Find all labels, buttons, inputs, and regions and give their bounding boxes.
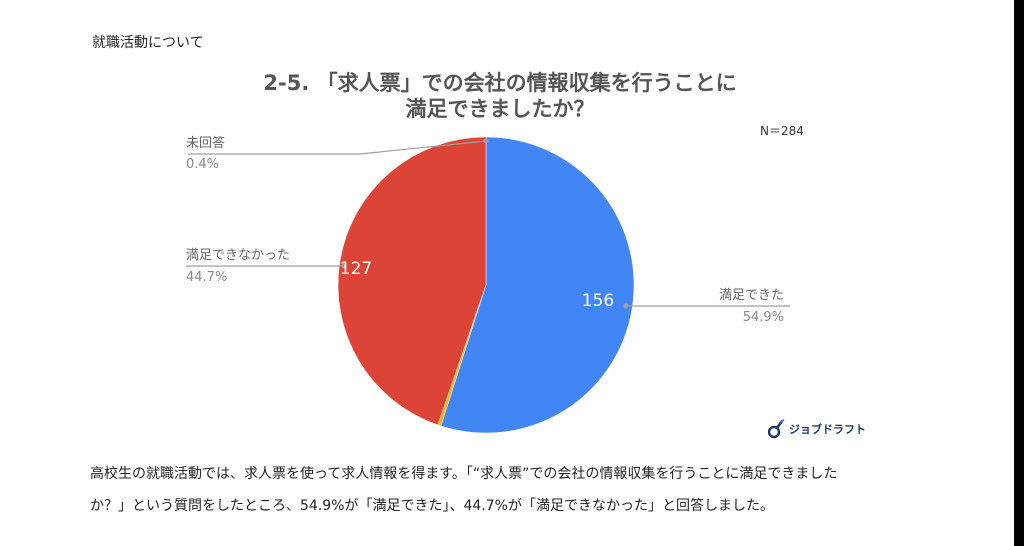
chart-title-line1: 2-5. 「求人票」での会社の情報収集を行うことに [263, 71, 737, 95]
slice-percent-満足できなかった: 44.7% [186, 270, 227, 285]
description-text: 高校生の就職活動では、求人票を使って求人情報を得ます。「“求人票”での会社の情報… [90, 458, 970, 522]
chart-title-line2: 満足できましたか？ [405, 97, 595, 121]
slice-percent-未回答: 0.4% [186, 157, 219, 172]
slice-value-満足できた: 156 [582, 291, 614, 311]
jobdraft-logo: ジョブドラフト [768, 418, 866, 440]
slice-percent-満足できた: 54.9% [743, 310, 784, 325]
leader-dot-0 [623, 303, 629, 309]
logo-text: ジョブドラフト [789, 423, 866, 436]
chart-title: 2-5. 「求人票」での会社の情報収集を行うことに 満足できましたか？ [140, 70, 860, 122]
right-edge-bar [1014, 0, 1024, 546]
slice-label-未回答: 未回答 [186, 135, 225, 151]
leader-dot-1 [483, 138, 489, 144]
description-line2: か？」という質問をしたところ、54.9%が「満足できた」、44.7%が「満足でき… [90, 498, 774, 514]
sample-size-note: N＝284 [760, 124, 804, 138]
pie-slice-0 [440, 136, 635, 434]
section-label: 就職活動について [92, 35, 204, 51]
leader-line-1 [188, 140, 487, 155]
slice-value-満足できなかった: 127 [340, 259, 372, 279]
jobdraft-logo-icon [768, 419, 785, 439]
slice-label-満足できた: 満足できた [719, 288, 784, 303]
description-line1: 高校生の就職活動では、求人票を使って求人情報を得ます。「“求人票”での会社の情報… [90, 466, 838, 482]
slice-label-満足できなかった: 満足できなかった [186, 248, 290, 263]
pie-slice-2 [337, 136, 487, 426]
leader-dot-2 [341, 263, 347, 269]
